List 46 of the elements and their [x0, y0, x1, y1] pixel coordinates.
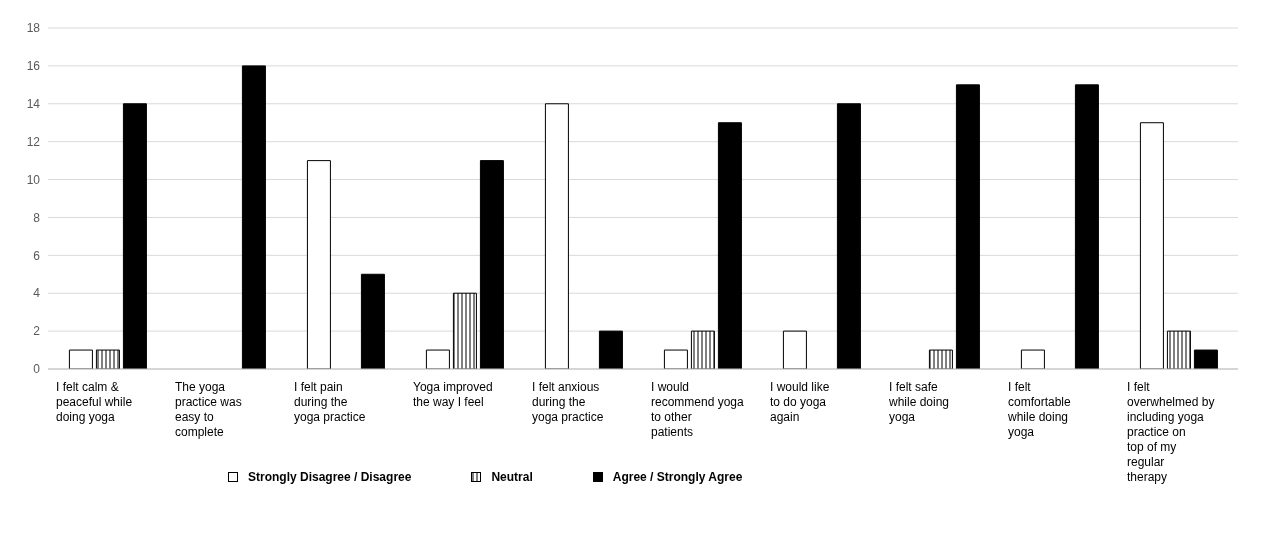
- x-tick-label: I would recommend yoga to other patients: [651, 380, 745, 439]
- bar: [1139, 122, 1164, 369]
- bar: [1166, 330, 1191, 369]
- bar: [122, 103, 147, 369]
- bar: [479, 160, 504, 369]
- bar: [928, 349, 953, 369]
- bar: [544, 103, 569, 369]
- bar: [425, 349, 450, 369]
- bar: [836, 103, 861, 369]
- x-tick-label: I felt overwhelmed by including yoga practice on top of my regular therapy: [1127, 380, 1215, 484]
- x-tick-label: I felt safe while doing yoga: [888, 380, 950, 424]
- x-tick-label: The yoga practice was easy to complete: [175, 380, 242, 439]
- bar: [1074, 84, 1099, 369]
- bar: [452, 292, 477, 369]
- y-tick-label: 4: [33, 286, 41, 301]
- legend-label: Agree / Strongly Agree: [612, 470, 743, 484]
- bar: [95, 349, 120, 369]
- y-tick-label: 14: [26, 97, 41, 112]
- bar: [717, 122, 742, 369]
- y-tick-label: 12: [26, 134, 41, 149]
- bar: [955, 84, 980, 369]
- bar: [1020, 349, 1045, 369]
- x-tick-label: I felt anxious during the yoga practice: [532, 380, 604, 424]
- y-tick-label: 16: [26, 59, 41, 74]
- bar: [68, 349, 93, 369]
- bar: [1193, 349, 1218, 369]
- bar: [598, 330, 623, 369]
- bar: [241, 65, 266, 369]
- x-tick-label: I felt comfortable while doing yoga: [1007, 380, 1072, 439]
- x-tick-label: I felt pain during the yoga practice: [294, 380, 366, 424]
- legend-label: Neutral: [491, 470, 533, 484]
- y-tick-label: 18: [26, 21, 41, 36]
- x-tick-label: Yoga improved the way I feel: [413, 380, 493, 409]
- bar: [690, 330, 715, 369]
- legend-label: Strongly Disagree / Disagree: [248, 470, 412, 484]
- y-tick-label: 2: [33, 324, 41, 339]
- x-tick-label: I would like to do yoga again: [770, 380, 830, 424]
- x-tick-label: I felt calm & peaceful while doing yoga: [56, 380, 133, 424]
- bar: [306, 160, 331, 369]
- bar: [663, 349, 688, 369]
- bar: [360, 273, 385, 369]
- y-tick-label: 10: [26, 172, 41, 187]
- y-tick-label: 0: [33, 362, 41, 377]
- bar: [782, 330, 807, 369]
- y-tick-label: 6: [33, 248, 41, 263]
- y-tick-label: 8: [33, 210, 41, 225]
